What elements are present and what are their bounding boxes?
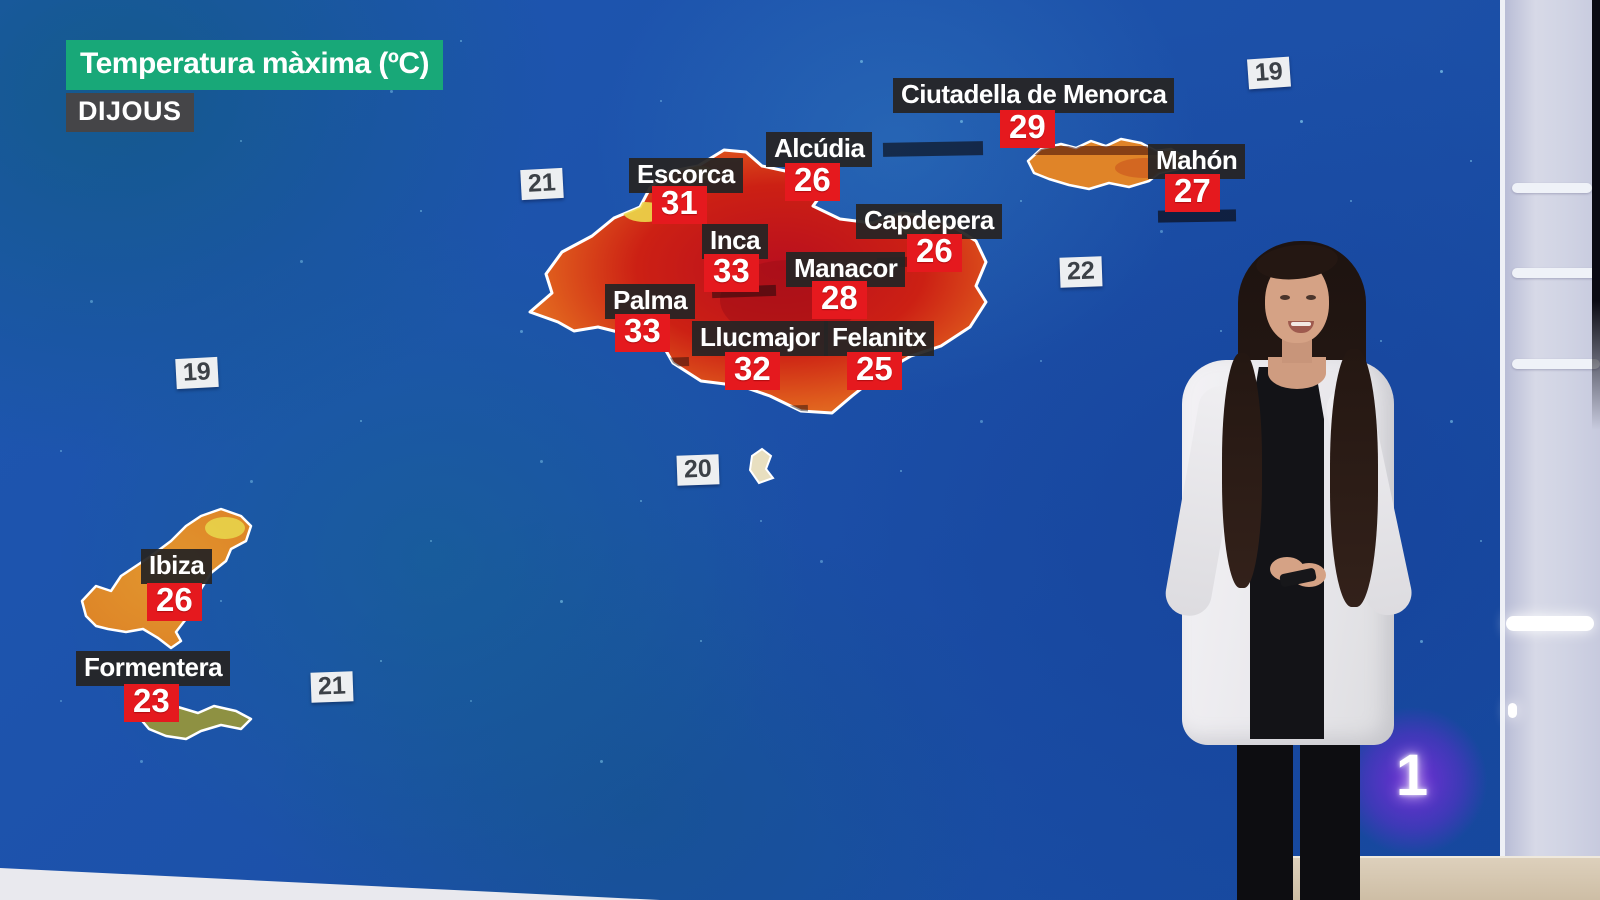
temperature-value: 23: [124, 683, 179, 722]
sea-speckle: [60, 700, 62, 702]
title-banner: Temperatura màxima (ºC): [66, 40, 444, 90]
temperature-value: 26: [907, 233, 962, 272]
sea-speckle: [540, 460, 543, 463]
wall-light-bar: [1506, 616, 1594, 631]
temperature-value: 29: [1000, 109, 1055, 148]
temperature-value: 33: [704, 253, 759, 292]
sea-speckle: [1380, 340, 1382, 342]
sea-speckle: [900, 470, 902, 472]
town-label: Llucmajor: [692, 321, 828, 356]
sea-speckle: [760, 520, 762, 522]
sea-temperature-badge: 19: [175, 356, 219, 390]
town-label: Felanitx: [824, 321, 935, 356]
presenter-hair-strand: [1222, 353, 1262, 588]
presenter-smile: [1291, 322, 1311, 326]
sea-speckle: [860, 60, 863, 63]
day-banner: DIJOUS: [66, 93, 194, 132]
sea-speckle: [820, 560, 823, 563]
town-label: Ciutadella de Menorca: [893, 78, 1175, 113]
sea-speckle: [1420, 640, 1423, 643]
sea-speckle: [1300, 120, 1303, 123]
cabrera-island: [748, 447, 775, 485]
weather-presenter: [1130, 235, 1440, 900]
wall-light-bar: [1512, 183, 1592, 193]
sea-speckle: [1470, 160, 1472, 162]
sea-speckle: [300, 260, 303, 263]
sea-speckle: [240, 140, 242, 142]
sea-speckle: [1040, 360, 1042, 362]
town-label: Mahón: [1148, 144, 1246, 179]
sea-speckle: [460, 40, 462, 42]
sea-speckle: [1450, 420, 1453, 423]
sea-speckle: [980, 420, 983, 423]
sea-speckle: [390, 90, 393, 93]
temperature-value: 27: [1165, 173, 1220, 212]
sea-speckle: [600, 760, 603, 763]
sea-temperature-badge: 19: [1246, 56, 1291, 90]
sea-speckle: [640, 500, 642, 502]
sea-speckle: [90, 300, 93, 303]
sea-speckle: [960, 120, 963, 123]
town-label: Formentera: [76, 651, 231, 686]
sea-temperature-badge: 21: [520, 167, 564, 201]
presenter-eye: [1280, 295, 1290, 300]
sea-speckle: [470, 700, 472, 702]
town-label: Manacor: [786, 252, 906, 287]
temperature-value: 32: [725, 351, 780, 390]
sea-speckle: [380, 660, 382, 662]
presenter-hair-strand: [1330, 349, 1378, 607]
sea-speckle: [1440, 70, 1443, 73]
sea-temperature-badge: 20: [676, 454, 720, 486]
presenter-black-top: [1250, 367, 1324, 739]
sea-speckle: [520, 330, 523, 333]
channel-logo-la1: 1: [1395, 743, 1429, 808]
sea-speckle: [420, 210, 422, 212]
sea-speckle: [1020, 200, 1022, 202]
town-label: Inca: [702, 224, 769, 259]
sea-speckle: [140, 760, 143, 763]
sea-speckle: [1350, 200, 1352, 202]
sea-speckle: [1160, 230, 1163, 233]
temperature-value: 26: [147, 582, 202, 621]
town-label: Alcúdia: [766, 132, 873, 167]
wall-light-bar: [1512, 359, 1600, 369]
sea-speckle: [360, 420, 362, 422]
sea-speckle: [1220, 330, 1222, 332]
sea-temperature-badge: 22: [1059, 256, 1103, 288]
wall-light-blob: [1508, 703, 1517, 718]
sea-speckle: [560, 600, 563, 603]
town-label: Capdepera: [856, 204, 1002, 239]
sea-speckle: [1480, 540, 1482, 542]
videowall-edge: [1500, 0, 1506, 857]
studio-wall: [1505, 0, 1600, 857]
sea-speckle: [700, 640, 702, 642]
sea-speckle: [220, 600, 222, 602]
shadow-streak: [1157, 209, 1237, 223]
sea-speckle: [660, 100, 662, 102]
sea-speckle: [60, 450, 62, 452]
frame-dark-edge: [1592, 0, 1600, 430]
temperature-value: 26: [785, 162, 840, 201]
temperature-value: 28: [812, 280, 867, 319]
town-label: Ibiza: [141, 549, 213, 584]
town-label: Palma: [605, 284, 696, 319]
sea-temperature-badge: 21: [310, 671, 354, 703]
temperature-value: 25: [847, 351, 902, 390]
shadow-streak: [882, 141, 984, 157]
wall-light-bar: [1512, 268, 1600, 278]
temperature-value: 33: [615, 313, 670, 352]
sea-speckle: [250, 480, 253, 483]
temperature-value: 31: [652, 185, 707, 224]
sea-speckle: [430, 540, 432, 542]
presenter-eye: [1306, 295, 1316, 300]
